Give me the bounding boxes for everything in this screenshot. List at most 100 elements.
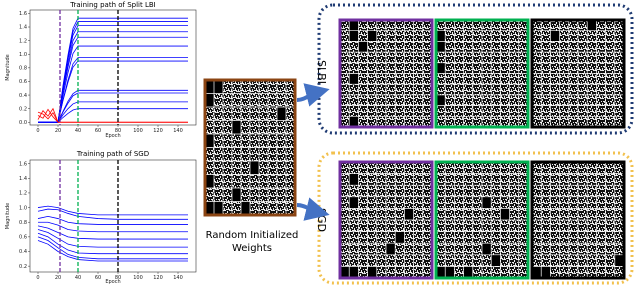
slbi-label: SLBI [315,60,328,84]
y-tick-label: 1.2 [19,191,27,197]
y-tick-label: 1.6 [19,161,27,167]
data-line [37,236,188,260]
black-cell [250,161,259,175]
black-cell [349,73,359,85]
x-axis-label: Epoch [105,133,120,139]
x-tick-label: 80 [115,128,121,134]
black-cell [367,266,377,278]
data-line [37,205,188,216]
y-axis-label: Magnitude [5,54,11,81]
weights-label: Random Initialized Weights [206,230,299,254]
weight-grid [434,160,530,280]
black-cell [349,266,359,278]
grid-border [434,18,530,129]
plot-frame [29,9,197,126]
x-tick-label: 20 [55,128,61,134]
black-cell [205,201,214,215]
black-cell [436,94,446,106]
black-cell [214,201,223,215]
weights-label-line: Weights [232,243,272,254]
y-tick-label: 0.4 [19,93,27,99]
y-tick-label: 0.6 [19,235,27,241]
y-tick-label: 0.2 [19,106,27,112]
grid-border [530,18,626,129]
black-cell [386,243,396,255]
black-cell [463,266,473,278]
weight-grid [338,18,434,129]
x-tick-label: 60 [95,128,101,134]
x-tick-label: 0 [36,275,39,281]
y-tick-label: 0.0 [19,120,27,126]
x-tick-label: 40 [75,275,81,281]
arrow [296,83,330,107]
x-tick-label: 120 [153,275,163,281]
black-cell [277,107,286,121]
black-cell [349,20,359,31]
x-axis-label: Epoch [105,279,120,285]
y-tick-label: 0.8 [19,220,27,226]
weight-grid [530,18,626,129]
black-cell [532,266,542,278]
black-cell [436,41,446,53]
data-line [37,229,188,248]
black-cell [349,196,359,209]
black-cell [349,116,359,127]
x-tick-label: 120 [153,128,163,134]
black-cell [482,196,492,209]
black-cell [436,266,446,278]
y-axis-label: Magnitude [5,203,11,230]
black-cell [205,174,214,188]
x-tick-label: 20 [55,275,61,281]
black-cell [358,41,368,53]
weight-grid [434,18,530,129]
black-cell [404,208,414,220]
weight-grid [203,78,297,217]
y-tick-label: 0.2 [19,264,27,270]
black-cell [232,188,241,202]
chart-title: Training path of Split LBI [69,1,155,9]
data-line [37,111,188,123]
y-tick-label: 0.8 [19,66,27,72]
y-tick-label: 1.4 [19,25,27,31]
black-cell [587,20,597,31]
x-tick-label: 0 [36,128,39,134]
y-tick-label: 1.4 [19,176,27,182]
data-line [38,108,188,123]
black-cell [491,254,501,267]
x-tick-label: 100 [133,128,143,134]
black-cell [445,266,455,278]
y-tick-label: 1.0 [19,205,27,211]
black-cell [500,208,510,220]
black-cell [214,80,223,94]
weight-grid [338,160,434,280]
x-tick-label: 40 [75,128,81,134]
black-cell [349,30,359,42]
black-cell [436,62,446,74]
black-cell [232,120,241,134]
grid-border [338,18,434,129]
plot-frame [29,159,197,273]
black-cell [614,254,624,267]
chart-title: Training path of SGD [76,150,149,158]
black-cell [550,30,560,42]
data-line [37,208,188,220]
y-tick-label: 1.0 [19,52,27,58]
weight-grid [530,160,626,280]
grid-border [338,160,434,280]
slbi-box [317,3,634,135]
black-cell [349,173,359,186]
x-tick-label: 140 [173,128,183,134]
x-tick-label: 60 [95,275,101,281]
data-line [37,232,188,255]
black-cell [205,80,214,94]
black-cell [205,93,214,107]
black-cell [482,243,492,255]
data-line [37,215,188,225]
y-tick-label: 1.2 [19,38,27,44]
black-cell [541,266,551,278]
y-tick-label: 0.6 [19,79,27,85]
weights-label-text: Random Initialized [206,230,299,241]
grid-border [203,78,297,217]
data-line [37,240,188,262]
